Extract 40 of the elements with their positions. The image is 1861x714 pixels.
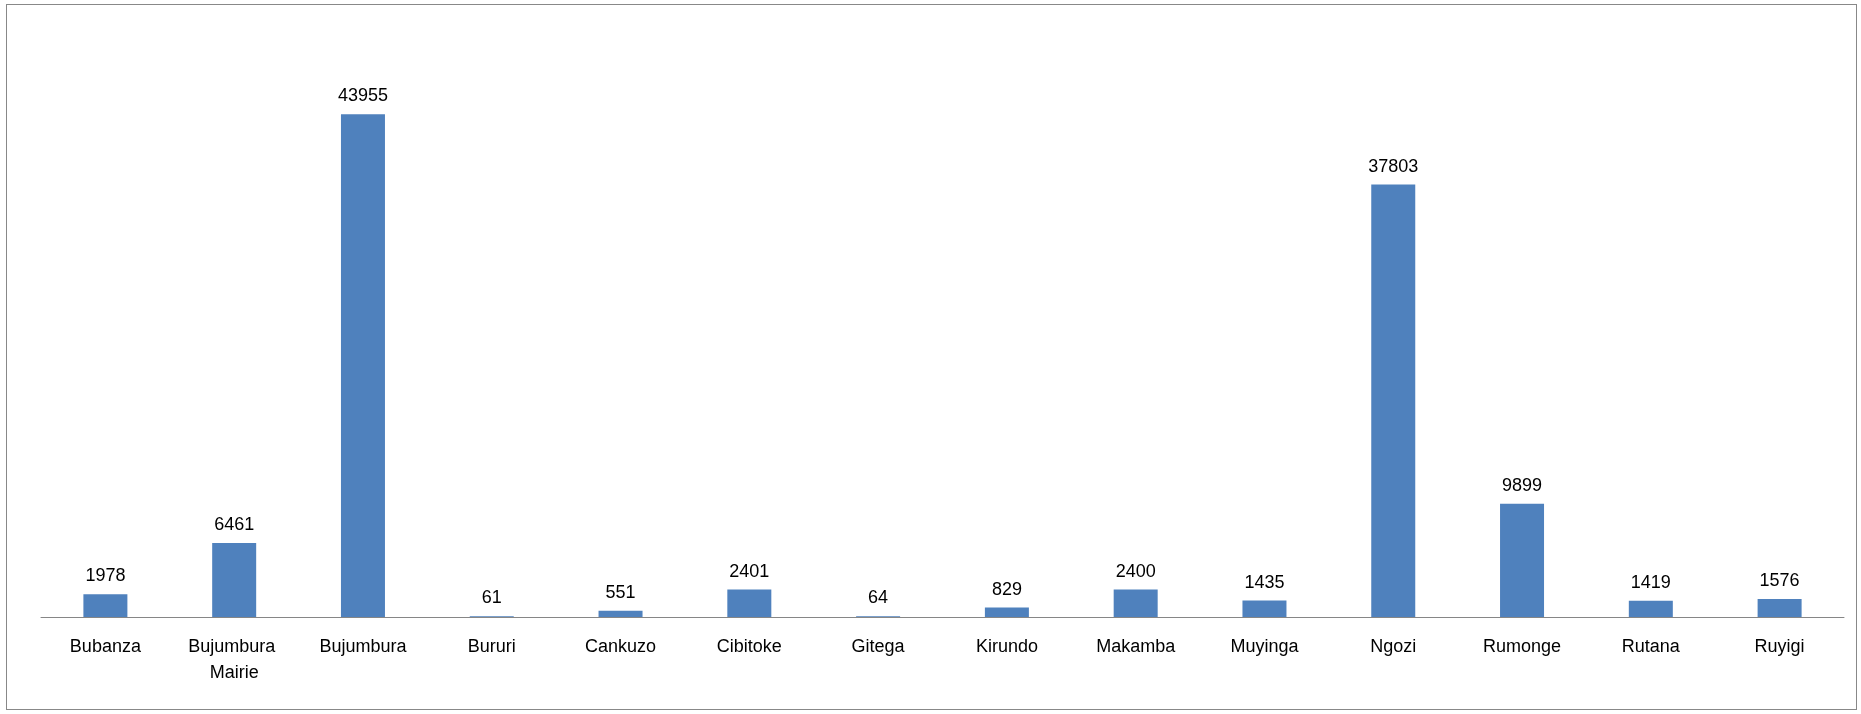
x-tick-label: Muyinga xyxy=(1230,636,1300,656)
data-label: 2401 xyxy=(729,560,770,581)
bar xyxy=(1757,598,1802,617)
x-tick-label: Bujumbura Mairie xyxy=(188,636,281,682)
data-label: 551 xyxy=(605,581,636,602)
x-tick-label: Kirundo xyxy=(975,636,1038,656)
data-label: 64 xyxy=(868,587,889,608)
x-tick-label: Makamba xyxy=(1096,636,1177,656)
x-tick-label: Cibitoke xyxy=(716,636,782,656)
bar xyxy=(340,114,385,617)
x-tick-label: Ruyigi xyxy=(1754,636,1805,656)
x-tick-label: Bururi xyxy=(467,636,516,656)
data-label: 9899 xyxy=(1502,474,1543,495)
bar xyxy=(1500,503,1545,617)
bar xyxy=(598,610,643,617)
data-label: 1978 xyxy=(85,565,126,586)
x-tick-label: Rumonge xyxy=(1483,636,1562,656)
x-tick-label: Bubanza xyxy=(69,636,142,656)
x-tick-label: Ngozi xyxy=(1370,636,1417,656)
data-label: 37803 xyxy=(1368,155,1419,176)
bar xyxy=(727,589,772,617)
x-tick-label: Cankuzo xyxy=(585,636,657,656)
x-tick-label: Bujumbura xyxy=(319,636,408,656)
data-label: 2400 xyxy=(1115,560,1156,581)
data-label: 829 xyxy=(991,578,1022,599)
bar xyxy=(212,543,257,617)
bar xyxy=(83,594,128,617)
data-label: 6461 xyxy=(214,514,255,535)
x-tick-label: Gitega xyxy=(851,636,906,656)
bar xyxy=(1371,184,1416,617)
data-label: 61 xyxy=(481,587,502,608)
data-label: 1576 xyxy=(1759,569,1800,590)
data-label: 1435 xyxy=(1244,571,1285,592)
bar xyxy=(984,607,1029,617)
data-label: 1419 xyxy=(1630,571,1671,592)
bar xyxy=(1113,589,1158,617)
x-tick-label: Rutana xyxy=(1621,636,1681,656)
bar xyxy=(1242,600,1287,617)
bar xyxy=(1628,600,1673,617)
data-label: 43955 xyxy=(337,85,388,106)
